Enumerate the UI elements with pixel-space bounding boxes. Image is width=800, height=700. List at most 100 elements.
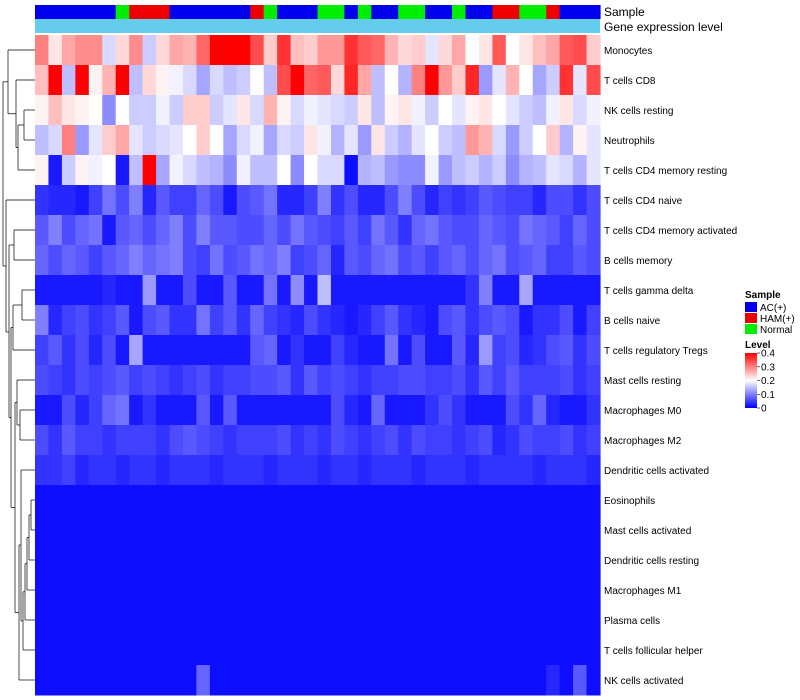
heatmap-cell xyxy=(357,545,372,576)
heatmap-cell xyxy=(304,485,319,516)
heatmap-cell xyxy=(236,515,251,546)
heatmap-cell xyxy=(277,455,292,486)
heatmap-cell xyxy=(263,185,278,216)
heatmap-cell xyxy=(236,575,251,606)
heatmap-cell xyxy=(142,515,157,546)
heatmap-cell xyxy=(129,335,144,366)
heatmap-cell xyxy=(115,665,130,696)
heatmap-cell xyxy=(505,575,520,606)
heatmap-cell xyxy=(88,65,103,96)
heatmap-cell xyxy=(48,335,63,366)
heatmap-cell xyxy=(75,215,90,246)
heatmap-cell xyxy=(156,485,171,516)
heatmap-cell xyxy=(223,425,238,456)
heatmap-cell xyxy=(492,485,507,516)
heatmap-cell xyxy=(102,365,117,396)
heatmap-cell xyxy=(263,665,278,696)
heatmap-cell xyxy=(559,425,574,456)
heatmap-cell xyxy=(48,575,63,606)
heatmap-cell xyxy=(330,365,345,396)
heatmap-cell xyxy=(425,95,440,126)
heatmap-cell xyxy=(129,575,144,606)
heatmap-cell xyxy=(330,185,345,216)
heatmap-cell xyxy=(236,335,251,366)
sample-annotation-cell xyxy=(263,5,278,19)
heatmap-cell xyxy=(438,305,453,336)
heatmap-cell xyxy=(546,65,561,96)
heatmap-cell xyxy=(505,635,520,666)
sample-annotation-cell xyxy=(250,5,265,19)
heatmap-cell xyxy=(371,605,386,636)
heatmap-cell xyxy=(425,35,440,66)
heatmap-cell xyxy=(129,215,144,246)
heatmap-cell xyxy=(371,515,386,546)
sample-annotation-cell xyxy=(411,5,426,19)
heatmap-cell xyxy=(196,515,211,546)
heatmap-cell xyxy=(304,395,319,426)
heatmap-cell xyxy=(169,335,184,366)
heatmap-cell xyxy=(478,125,493,156)
heatmap-cell xyxy=(330,155,345,186)
heatmap-cell xyxy=(532,605,547,636)
heatmap-cell xyxy=(465,35,480,66)
heatmap-cell xyxy=(209,425,224,456)
heatmap-cell xyxy=(438,245,453,276)
heatmap-cell xyxy=(505,65,520,96)
heatmap-cell xyxy=(357,515,372,546)
heatmap-cell xyxy=(398,485,413,516)
heatmap-cell xyxy=(438,365,453,396)
heatmap-cell xyxy=(384,425,399,456)
heatmap-cell xyxy=(452,305,467,336)
heatmap-cell xyxy=(478,185,493,216)
heatmap-cell xyxy=(129,605,144,636)
heatmap-cell xyxy=(452,515,467,546)
heatmap-cell xyxy=(169,35,184,66)
heatmap-cell xyxy=(290,365,305,396)
heatmap-cell xyxy=(344,95,359,126)
heatmap-cell xyxy=(48,455,63,486)
heatmap-cell xyxy=(169,605,184,636)
heatmap-cell xyxy=(452,215,467,246)
heatmap-cell xyxy=(573,155,588,186)
heatmap-cell xyxy=(263,635,278,666)
heatmap-cell xyxy=(156,35,171,66)
heatmap-cell xyxy=(290,515,305,546)
heatmap-cell xyxy=(263,575,278,606)
heatmap-cell xyxy=(344,215,359,246)
heatmap-cell xyxy=(559,545,574,576)
heatmap-cell xyxy=(290,305,305,336)
heatmap-cell xyxy=(371,635,386,666)
heatmap-cell xyxy=(317,665,332,696)
heatmap-cell xyxy=(129,275,144,306)
heatmap-cell xyxy=(182,635,198,666)
heatmap-cell xyxy=(317,515,332,546)
sample-annotation-cell xyxy=(505,5,520,19)
heatmap-cell xyxy=(344,635,359,666)
heatmap-cell xyxy=(465,545,480,576)
heatmap-cell xyxy=(519,545,534,576)
heatmap-cell xyxy=(182,365,198,396)
heatmap-cell xyxy=(452,245,467,276)
heatmap-cell xyxy=(505,425,520,456)
heatmap-cell xyxy=(559,335,574,366)
heatmap-cell xyxy=(182,665,198,696)
heatmap-cell xyxy=(505,155,520,186)
heatmap-cell xyxy=(398,95,413,126)
heatmap-cell xyxy=(196,635,211,666)
heatmap-cell xyxy=(317,155,332,186)
heatmap-cell xyxy=(532,185,547,216)
heatmap-cell xyxy=(317,455,332,486)
heatmap-cell xyxy=(559,365,574,396)
heatmap-cell xyxy=(344,575,359,606)
heatmap-cell xyxy=(61,35,76,66)
heatmap-cell xyxy=(88,545,103,576)
heatmap-cell xyxy=(330,125,345,156)
heatmap-cell xyxy=(384,215,399,246)
heatmap-cell xyxy=(438,575,453,606)
heatmap-cell xyxy=(61,65,76,96)
heatmap-cell xyxy=(425,185,440,216)
heatmap-cell xyxy=(559,245,574,276)
heatmap-cell xyxy=(182,425,198,456)
heatmap-cell xyxy=(169,245,184,276)
heatmap-cell xyxy=(384,305,399,336)
